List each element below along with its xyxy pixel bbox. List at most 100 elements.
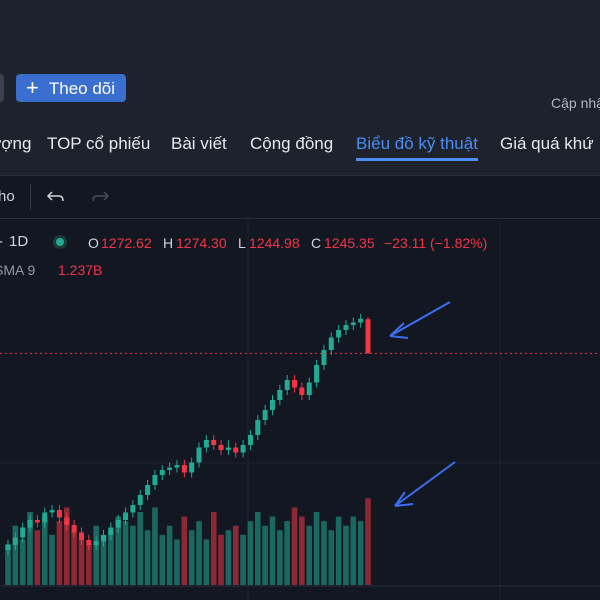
- candle-body: [328, 337, 334, 350]
- tab[interactable]: Biểu đồ kỹ thuật: [356, 134, 478, 161]
- candle-body: [174, 465, 180, 468]
- plot: [0, 313, 600, 585]
- candle-body: [5, 545, 11, 550]
- candle-body: [27, 520, 33, 528]
- candle-body: [196, 447, 202, 463]
- candle-body: [86, 540, 92, 545]
- volume-bar: [350, 516, 357, 585]
- volume-bar: [313, 512, 320, 585]
- volume-bar: [144, 530, 151, 585]
- candle-body: [78, 532, 84, 540]
- volume-bar: [93, 525, 99, 585]
- arrow: [394, 461, 456, 507]
- volume-bar: [343, 525, 349, 585]
- volume-bar: [86, 543, 92, 585]
- candle-body: [255, 420, 261, 435]
- tab[interactable]: Cộng đồng: [250, 134, 334, 153]
- candle-body: [181, 465, 187, 473]
- volume-bar: [19, 539, 26, 585]
- tab[interactable]: Bài viết: [171, 134, 227, 153]
- candle-body: [167, 467, 173, 470]
- plus-icon: +: [26, 75, 39, 100]
- candle-body: [56, 510, 62, 518]
- l-value: 1244.98: [249, 235, 300, 251]
- volume-bar: [159, 534, 166, 585]
- candle-body: [321, 350, 327, 365]
- sma-label: SMA 9: [0, 262, 35, 278]
- candle-body: [101, 535, 107, 542]
- candle-body: [343, 325, 349, 330]
- candle-body: [42, 512, 48, 523]
- candle-body: [358, 318, 364, 323]
- candle-body: [49, 510, 55, 513]
- volume-bar: [306, 525, 313, 585]
- candle-body: [262, 410, 268, 420]
- interval-dash: -: [0, 233, 3, 250]
- volume-bar: [27, 512, 33, 585]
- volume-bar: [328, 530, 335, 585]
- volume-bar: [108, 530, 114, 585]
- candle-body: [123, 512, 129, 520]
- volume-bar: [12, 525, 19, 585]
- volume-bar: [262, 525, 268, 585]
- candle-body: [247, 435, 253, 445]
- c-label: C: [311, 235, 321, 251]
- candle-body: [218, 445, 224, 450]
- volume-bar: [299, 516, 305, 585]
- volume-bar: [41, 516, 48, 585]
- candle-body: [211, 440, 217, 445]
- interval: 1D: [9, 233, 28, 250]
- tab[interactable]: Giá quá khứ: [500, 134, 594, 153]
- volume-bar: [365, 498, 371, 585]
- candle-body: [34, 520, 40, 523]
- prev-button[interactable]: [0, 74, 4, 102]
- volume-bar: [357, 521, 364, 585]
- change: −23.11 (−1.82%): [384, 235, 487, 251]
- ohlc: O 1272.62 H 1274.30 L 1244.98 C 1245.35 …: [0, 235, 487, 278]
- volume-bar: [122, 521, 129, 585]
- candle-body: [93, 541, 99, 545]
- volume-bar: [130, 525, 136, 585]
- candle-body: [115, 520, 121, 528]
- volume-bar: [115, 516, 122, 585]
- volume-bar: [254, 512, 261, 585]
- candle-body: [269, 400, 275, 410]
- tab[interactable]: TOP cổ phiếu: [47, 134, 151, 153]
- undo-icon[interactable]: [46, 187, 66, 207]
- volume-bar: [232, 525, 239, 585]
- volume-bar: [291, 507, 298, 585]
- toolbar-label: ho: [0, 188, 15, 205]
- arrow: [389, 301, 451, 339]
- volume-bar: [218, 534, 224, 585]
- volume-bar: [137, 512, 144, 585]
- c-value: 1245.35: [324, 235, 375, 251]
- candle-body: [284, 380, 290, 390]
- candle-body: [20, 527, 26, 538]
- redo-icon[interactable]: [90, 187, 110, 207]
- chart: - 1D O 1272.62 H 1274.30 L 1244.98 C 124…: [0, 218, 600, 600]
- volume-bar: [210, 512, 217, 585]
- follow-text: Theo dõi: [48, 79, 116, 98]
- volume-bar: [203, 539, 210, 585]
- volume-bar: [49, 534, 55, 585]
- candle-body: [71, 525, 77, 533]
- volume-bar: [277, 530, 283, 585]
- o-value: 1272.62: [101, 235, 152, 251]
- volume-bar: [174, 539, 180, 585]
- tab[interactable]: ượng: [0, 134, 32, 153]
- separator: [30, 184, 31, 210]
- l-label: L: [238, 235, 246, 251]
- candle-body: [240, 445, 246, 453]
- volume-bar: [71, 530, 77, 585]
- volume-bar: [240, 534, 246, 585]
- candle-body: [152, 475, 158, 485]
- sma-value: 1.237B: [58, 262, 102, 278]
- volume-bar: [225, 530, 232, 585]
- candle-body: [314, 365, 320, 383]
- follow-button[interactable]: + Theo dõi: [16, 74, 126, 102]
- volume-bar: [152, 507, 158, 585]
- candle-body: [336, 330, 342, 338]
- candle-body: [292, 380, 298, 388]
- volume-bar: [181, 516, 188, 585]
